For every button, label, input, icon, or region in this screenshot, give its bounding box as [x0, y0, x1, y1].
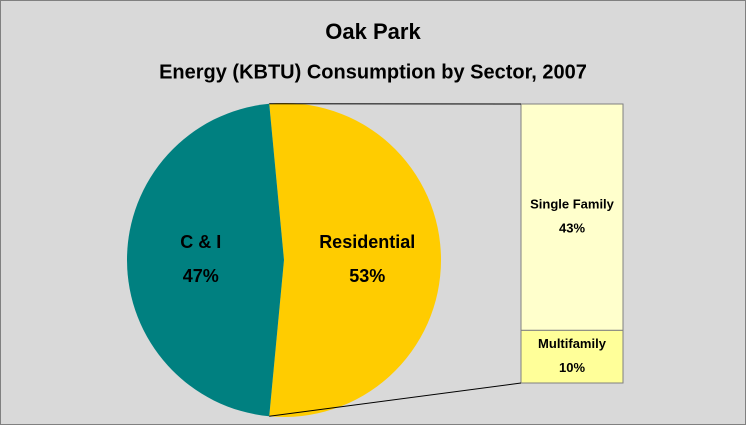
- pie-slice: [126, 103, 284, 417]
- bar-segment: [520, 329, 624, 384]
- bar-value-label: 43%: [559, 221, 585, 236]
- slice-value-label: 53%: [349, 266, 385, 286]
- pie-slice: [269, 103, 441, 417]
- chart-subtitle: Energy (KBTU) Consumption by Sector, 200…: [159, 61, 587, 83]
- bar-label: Single Family: [530, 197, 615, 212]
- bar-segment: [520, 103, 624, 331]
- bar-value-label: 10%: [559, 360, 585, 375]
- slice-label: Residential: [319, 232, 415, 252]
- slice-label: C & I: [180, 232, 221, 252]
- chart-title: Oak Park: [325, 19, 421, 44]
- connector-line: [269, 382, 522, 417]
- bar-label: Multifamily: [538, 336, 607, 351]
- slice-value-label: 47%: [183, 266, 219, 286]
